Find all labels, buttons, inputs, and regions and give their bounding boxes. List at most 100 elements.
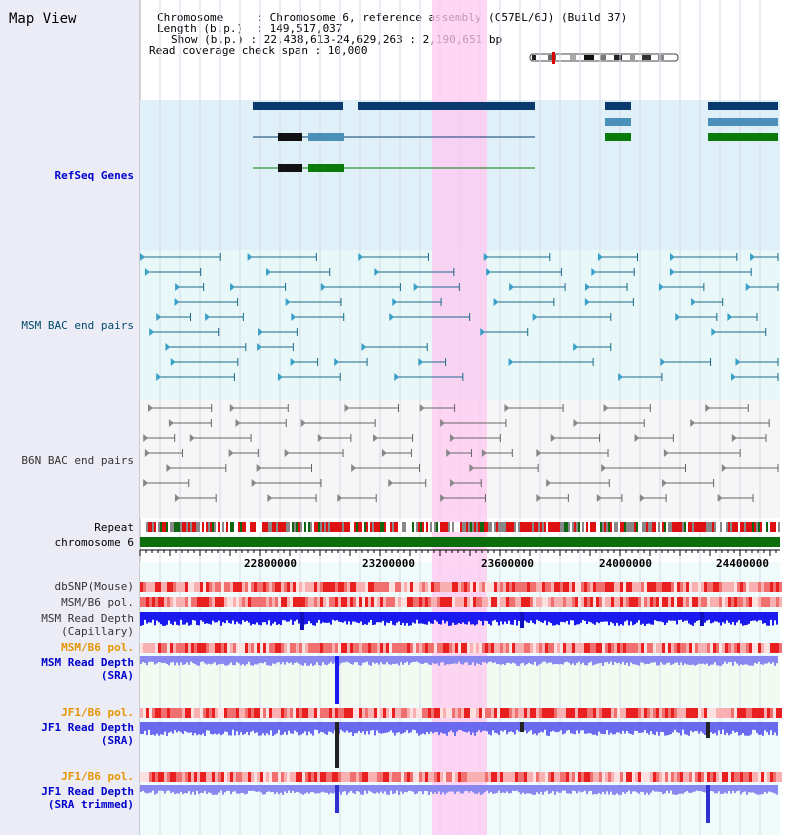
repeat-segment (320, 522, 322, 532)
repeat-segment (578, 522, 580, 532)
depth-bar (736, 656, 738, 664)
track-label-chromosome[interactable]: chromosome 6 (55, 536, 134, 549)
depth-bar (192, 785, 194, 792)
depth-bar (272, 785, 274, 793)
pol-strip-segment (467, 708, 470, 718)
gene-block[interactable] (308, 164, 344, 172)
depth-bar (498, 722, 500, 736)
track-label-jf1-depth-trim[interactable]: JF1 Read Depth (41, 785, 134, 798)
depth-bar (178, 785, 180, 794)
msm-bac-track[interactable] (140, 253, 779, 381)
depth-bar (428, 656, 430, 665)
pol-strip-segment (677, 643, 680, 653)
pol-strip-segment (476, 597, 479, 607)
pol-strip-segment (293, 597, 296, 607)
gene-block[interactable] (708, 118, 778, 126)
chromosome-info: Chromosome : Chromosome 6, reference ass… (157, 11, 627, 24)
gene-block[interactable] (308, 133, 344, 141)
pol-strip-segment (656, 582, 659, 592)
depth-bar (316, 722, 318, 730)
read-depth-tracks[interactable] (140, 612, 778, 823)
depth-bar (700, 656, 702, 665)
depth-bar (582, 722, 584, 731)
pol-strip-segment (653, 582, 656, 592)
depth-bar (346, 785, 348, 795)
pol-strip-segment (716, 597, 719, 607)
pol-strip-segment (161, 643, 164, 653)
gene-block[interactable] (605, 133, 631, 141)
depth-bar (560, 612, 562, 622)
pol-strip-segment (689, 582, 692, 592)
track-label-dbsnp[interactable]: dbSNP(Mouse) (55, 580, 134, 593)
gene-block[interactable] (605, 118, 631, 126)
track-label-msm-bac[interactable]: MSM BAC end pairs (21, 319, 134, 332)
pol-strip-segment (380, 582, 383, 592)
depth-spike (300, 612, 304, 630)
track-label-repeat[interactable]: Repeat (94, 521, 134, 534)
depth-bar (702, 656, 704, 664)
depth-bar (438, 785, 440, 792)
depth-bar (400, 722, 402, 734)
track-label-msm-b6-pol[interactable]: MSM/B6 pol. (61, 596, 134, 609)
repeat-segment (726, 522, 728, 532)
depth-bar (316, 612, 318, 623)
pol-strip-segment (755, 708, 758, 718)
gene-block[interactable] (708, 133, 778, 141)
pol-strip-segment (566, 708, 569, 718)
depth-bar (496, 785, 498, 793)
pol-strip-segment (560, 643, 563, 653)
track-label-refseq[interactable]: RefSeq Genes (55, 169, 134, 182)
b6n-bac-track[interactable] (143, 404, 779, 502)
repeat-segment (214, 522, 216, 532)
track-label-msm-depth-sra[interactable]: MSM Read Depth (41, 656, 134, 669)
depth-bar (444, 722, 446, 734)
track-label-jf1-b6-pol-2[interactable]: JF1/B6 pol. (61, 770, 134, 783)
depth-bar (430, 612, 432, 624)
depth-bar (684, 612, 686, 621)
depth-bar (384, 612, 386, 626)
gene-block[interactable] (253, 102, 343, 110)
depth-bar (422, 785, 424, 795)
depth-bar (358, 785, 360, 792)
gene-block[interactable] (708, 102, 778, 110)
track-label-jf1-b6-pol[interactable]: JF1/B6 pol. (61, 706, 134, 719)
selected-region-highlight[interactable] (432, 0, 487, 835)
pol-strip-segment (314, 772, 317, 782)
pol-strip-segment (446, 772, 449, 782)
exon-block[interactable] (278, 133, 302, 141)
track-label-jf1-depth-sra[interactable]: JF1 Read Depth (41, 721, 134, 734)
repeat-track[interactable] (146, 522, 780, 532)
track-label-b6n-bac[interactable]: B6N BAC end pairs (21, 454, 134, 467)
depth-bar (704, 785, 706, 793)
refseq-genes-track[interactable] (253, 102, 778, 172)
pol-strip-segment (308, 708, 311, 718)
chromosome-ideogram[interactable] (529, 52, 679, 64)
pol-strip-segment (419, 597, 422, 607)
chromosome-bar[interactable] (140, 537, 780, 547)
repeat-segment (684, 522, 686, 532)
pol-strip-segment (386, 597, 389, 607)
bac-end-arrow (675, 313, 681, 321)
depth-bar (540, 656, 542, 664)
depth-bar (544, 722, 546, 730)
gene-block[interactable] (358, 102, 535, 110)
depth-bar (566, 722, 568, 731)
depth-bar (250, 656, 252, 666)
depth-bar (348, 656, 350, 663)
depth-bar (176, 785, 178, 794)
depth-bar (306, 722, 308, 736)
repeat-segment (314, 522, 316, 532)
gene-block[interactable] (605, 102, 631, 110)
depth-bar (524, 785, 526, 795)
depth-bar (322, 612, 324, 623)
pol-strip-segment (296, 643, 299, 653)
repeat-segment (448, 522, 450, 532)
repeat-segment (226, 522, 228, 532)
exon-block[interactable] (278, 164, 302, 172)
variation-strips[interactable] (140, 582, 782, 782)
pol-strip-segment (392, 772, 395, 782)
track-label-msm-depth-cap[interactable]: MSM Read Depth (41, 612, 134, 625)
track-label-msm-b6-pol-2[interactable]: MSM/B6 pol. (61, 641, 134, 654)
depth-bar (434, 785, 436, 793)
